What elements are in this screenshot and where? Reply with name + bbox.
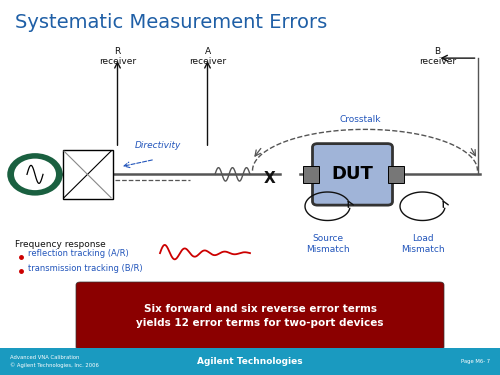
Bar <box>0 348 500 375</box>
Text: Systematic Measurement Errors: Systematic Measurement Errors <box>15 13 327 32</box>
Text: Six forward and six reverse error terms
yields 12 error terms for two-port devic: Six forward and six reverse error terms … <box>136 304 384 328</box>
Text: transmission tracking (B/R): transmission tracking (B/R) <box>28 264 142 273</box>
FancyBboxPatch shape <box>76 282 444 350</box>
Bar <box>62 150 112 199</box>
FancyBboxPatch shape <box>312 144 392 205</box>
Text: Frequency response: Frequency response <box>15 240 106 249</box>
Text: DUT: DUT <box>332 165 374 183</box>
FancyBboxPatch shape <box>388 166 404 183</box>
Text: A
receiver: A receiver <box>189 47 226 66</box>
Text: B
receiver: B receiver <box>419 47 456 66</box>
Text: reflection tracking (A/R): reflection tracking (A/R) <box>28 249 128 258</box>
Text: Page M6- 7: Page M6- 7 <box>461 359 490 364</box>
Text: Load
Mismatch: Load Mismatch <box>400 234 444 254</box>
Text: Crosstalk: Crosstalk <box>339 116 381 124</box>
Text: X: X <box>264 171 276 186</box>
Text: Advanced VNA Calibration
© Agilent Technologies, Inc. 2006: Advanced VNA Calibration © Agilent Techn… <box>10 356 99 368</box>
Circle shape <box>9 155 61 194</box>
Text: Directivity: Directivity <box>134 141 180 150</box>
Text: R
receiver: R receiver <box>99 47 136 66</box>
Circle shape <box>14 159 56 190</box>
FancyBboxPatch shape <box>302 166 318 183</box>
Text: Source
Mismatch: Source Mismatch <box>306 234 350 254</box>
Text: Agilent Technologies: Agilent Technologies <box>197 357 303 366</box>
